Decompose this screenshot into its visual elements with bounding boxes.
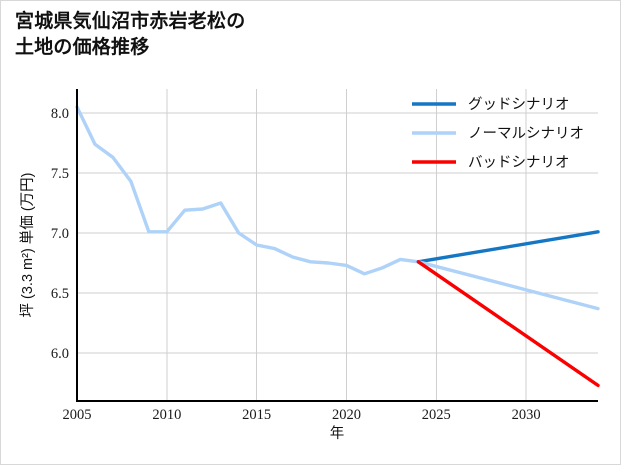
- legend-label-1: ノーマルシナリオ: [468, 126, 584, 142]
- series-group: [75, 105, 600, 388]
- x-axis-title: 年: [330, 425, 345, 442]
- x-tick-label-0: 2005: [63, 407, 92, 423]
- legend-label-2: バッドシナリオ: [468, 155, 570, 171]
- x-tick-labels-group: 2005 2010 2015 2020 2025 2030: [63, 407, 541, 423]
- x-tick-label-5: 2030: [512, 407, 541, 423]
- series-line-1: [416, 230, 600, 264]
- axis-frame: [75, 89, 598, 403]
- x-tick-label-1: 2010: [152, 407, 181, 423]
- y-tick-label-1: 6.5: [51, 286, 69, 302]
- x-tick-label-3: 2020: [332, 407, 361, 423]
- series-line-0: [75, 105, 421, 276]
- series-line-3: [416, 260, 600, 388]
- y-tick-label-4: 8.0: [51, 106, 69, 122]
- page-title: 宮城県気仙沼市赤岩老松の 土地の価格推移: [15, 11, 246, 58]
- y-tick-label-2: 7.0: [51, 226, 69, 242]
- x-tick-label-2: 2015: [242, 407, 271, 423]
- y-tick-label-3: 7.5: [51, 166, 69, 182]
- y-tick-label-0: 6.0: [51, 346, 69, 362]
- x-tick-label-4: 2025: [422, 407, 451, 423]
- y-tick-labels-group: 6.0 6.5 7.0 7.5 8.0: [51, 106, 69, 362]
- y-axis-title: 坪 (3.3 m²) 単価 (万円): [19, 173, 36, 318]
- legend-label-0: グッドシナリオ: [468, 96, 570, 113]
- series-line-2: [416, 260, 600, 311]
